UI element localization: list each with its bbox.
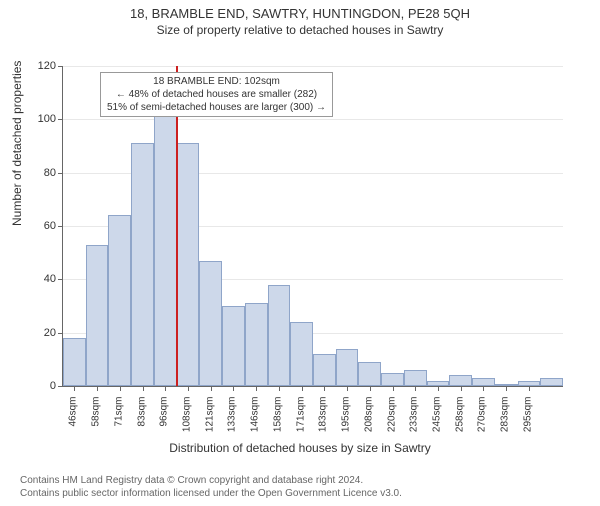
xtick-label: 133sqm (227, 397, 238, 447)
histogram-bar (449, 375, 472, 386)
xtick-label: 146sqm (250, 397, 261, 447)
xtick-label: 233sqm (409, 397, 420, 447)
xtick-label: 121sqm (204, 397, 215, 447)
ytick-label: 80 (26, 167, 56, 179)
xtick-mark (233, 386, 234, 391)
chart-footer: Contains HM Land Registry data © Crown c… (20, 474, 402, 500)
ytick-label: 120 (26, 60, 56, 72)
xtick-label: 71sqm (113, 397, 124, 447)
ytick-mark (58, 279, 63, 280)
xtick-label: 183sqm (318, 397, 329, 447)
xtick-label: 46sqm (68, 397, 79, 447)
xtick-mark (143, 386, 144, 391)
histogram-bar (381, 373, 404, 386)
footer-line2: Contains public sector information licen… (20, 487, 402, 500)
xtick-label: 245sqm (432, 397, 443, 447)
histogram-bar (86, 245, 109, 386)
ytick-label: 60 (26, 220, 56, 232)
histogram-bar (63, 338, 86, 386)
xtick-label: 283sqm (500, 397, 511, 447)
histogram-bar (222, 306, 245, 386)
xtick-mark (256, 386, 257, 391)
xtick-mark (120, 386, 121, 391)
chart-title-main: 18, BRAMBLE END, SAWTRY, HUNTINGDON, PE2… (0, 6, 600, 21)
y-axis-label: Number of detached properties (10, 61, 24, 226)
ytick-mark (58, 173, 63, 174)
xtick-mark (415, 386, 416, 391)
ytick-mark (58, 333, 63, 334)
xtick-mark (370, 386, 371, 391)
histogram-bar (290, 322, 313, 386)
xtick-label: 83sqm (136, 397, 147, 447)
xtick-mark (483, 386, 484, 391)
xtick-mark (302, 386, 303, 391)
xtick-mark (461, 386, 462, 391)
gridline (63, 66, 563, 67)
xtick-mark (438, 386, 439, 391)
xtick-mark (279, 386, 280, 391)
xtick-label: 108sqm (182, 397, 193, 447)
histogram-bar (154, 106, 177, 386)
xtick-label: 270sqm (477, 397, 488, 447)
xtick-label: 158sqm (272, 397, 283, 447)
chart-title-sub: Size of property relative to detached ho… (0, 23, 600, 37)
histogram-bar (472, 378, 495, 386)
xtick-mark (97, 386, 98, 391)
histogram-bar (268, 285, 291, 386)
ytick-mark (58, 226, 63, 227)
xtick-mark (506, 386, 507, 391)
gridline (63, 119, 563, 120)
xtick-label: 258sqm (454, 397, 465, 447)
xtick-mark (165, 386, 166, 391)
annotation-line1: 18 BRAMBLE END: 102sqm (107, 75, 326, 88)
annotation-line2: ← 48% of detached houses are smaller (28… (107, 88, 326, 101)
xtick-mark (188, 386, 189, 391)
histogram-bar (313, 354, 336, 386)
footer-line1: Contains HM Land Registry data © Crown c… (20, 474, 402, 487)
xtick-label: 96sqm (159, 397, 170, 447)
histogram-bar (177, 143, 200, 386)
xtick-mark (393, 386, 394, 391)
xtick-mark (211, 386, 212, 391)
annotation-line3: 51% of semi-detached houses are larger (… (107, 101, 326, 114)
histogram-bar (131, 143, 154, 386)
xtick-mark (324, 386, 325, 391)
ytick-label: 0 (26, 380, 56, 392)
xtick-label: 195sqm (341, 397, 352, 447)
xtick-label: 220sqm (386, 397, 397, 447)
histogram-bar (108, 215, 131, 386)
xtick-label: 295sqm (522, 397, 533, 447)
ytick-label: 40 (26, 273, 56, 285)
histogram-bar (404, 370, 427, 386)
ytick-mark (58, 119, 63, 120)
xtick-mark (529, 386, 530, 391)
xtick-label: 208sqm (363, 397, 374, 447)
histogram-bar (199, 261, 222, 386)
ytick-mark (58, 386, 63, 387)
ytick-mark (58, 66, 63, 67)
ytick-label: 20 (26, 327, 56, 339)
xtick-mark (74, 386, 75, 391)
histogram-bar (336, 349, 359, 386)
annotation-box: 18 BRAMBLE END: 102sqm ← 48% of detached… (100, 72, 333, 117)
histogram-bar (245, 303, 268, 386)
xtick-mark (347, 386, 348, 391)
histogram-bar (540, 378, 563, 386)
xtick-label: 171sqm (295, 397, 306, 447)
xtick-label: 58sqm (91, 397, 102, 447)
histogram-bar (358, 362, 381, 386)
ytick-label: 100 (26, 113, 56, 125)
